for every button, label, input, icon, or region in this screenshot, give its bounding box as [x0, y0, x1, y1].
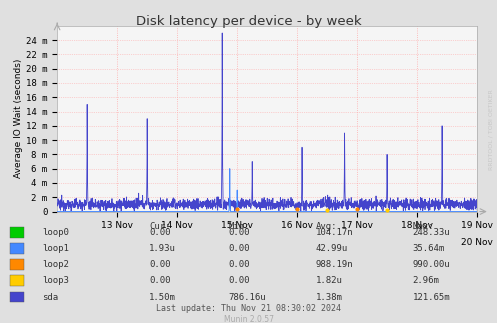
Text: sda: sda: [42, 293, 58, 302]
Text: 20 Nov: 20 Nov: [461, 238, 493, 246]
Text: Max:: Max:: [413, 222, 434, 231]
Bar: [10, 227, 24, 237]
Text: 786.16u: 786.16u: [229, 293, 266, 302]
Text: 35.64m: 35.64m: [413, 244, 445, 253]
Text: Avg:: Avg:: [316, 222, 337, 231]
Text: 2.96m: 2.96m: [413, 276, 439, 285]
Text: 1.38m: 1.38m: [316, 293, 342, 302]
Text: 990.00u: 990.00u: [413, 260, 450, 269]
Bar: [10, 243, 24, 254]
Text: 42.99u: 42.99u: [316, 244, 348, 253]
Text: 1.93u: 1.93u: [149, 244, 176, 253]
Text: 0.00: 0.00: [149, 228, 170, 237]
Text: 1.50m: 1.50m: [149, 293, 176, 302]
Text: Last update: Thu Nov 21 08:30:02 2024: Last update: Thu Nov 21 08:30:02 2024: [156, 305, 341, 313]
Text: 0.00: 0.00: [149, 276, 170, 285]
Text: Cur:: Cur:: [149, 222, 170, 231]
Text: 121.65m: 121.65m: [413, 293, 450, 302]
Text: 988.19n: 988.19n: [316, 260, 353, 269]
Y-axis label: Average IO Wait (seconds): Average IO Wait (seconds): [14, 59, 23, 178]
Text: Min:: Min:: [229, 222, 250, 231]
Text: 0.00: 0.00: [229, 244, 250, 253]
Bar: [10, 292, 24, 302]
Text: 0.00: 0.00: [149, 260, 170, 269]
Text: RRDTOOL / TOBI OETIKER: RRDTOOL / TOBI OETIKER: [488, 89, 493, 170]
Text: 1.82u: 1.82u: [316, 276, 342, 285]
Bar: [10, 276, 24, 286]
Text: 248.33u: 248.33u: [413, 228, 450, 237]
Text: Munin 2.0.57: Munin 2.0.57: [224, 315, 273, 323]
Text: loop3: loop3: [42, 276, 69, 285]
Text: Disk latency per device - by week: Disk latency per device - by week: [136, 15, 361, 27]
Text: 0.00: 0.00: [229, 260, 250, 269]
Text: 0.00: 0.00: [229, 276, 250, 285]
Text: loop2: loop2: [42, 260, 69, 269]
Text: 104.17n: 104.17n: [316, 228, 353, 237]
Text: loop1: loop1: [42, 244, 69, 253]
Text: loop0: loop0: [42, 228, 69, 237]
Bar: [10, 259, 24, 270]
Text: 0.00: 0.00: [229, 228, 250, 237]
